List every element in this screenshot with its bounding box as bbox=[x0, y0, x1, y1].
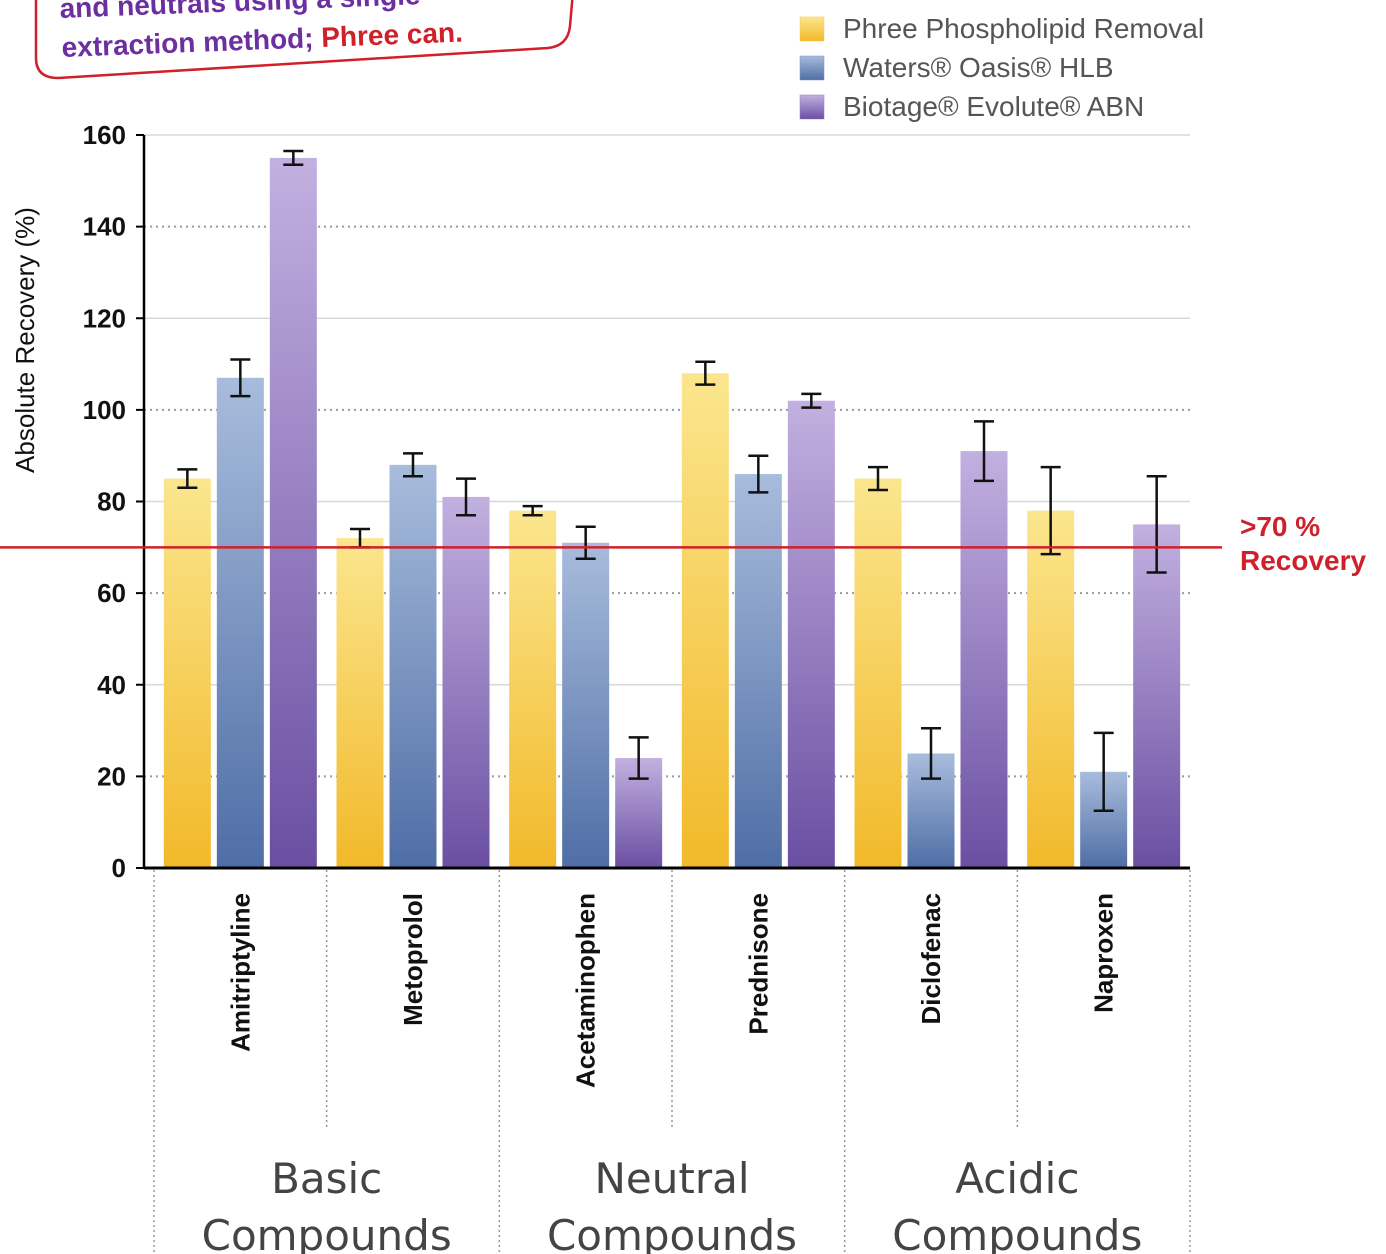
y-tick-label-40: 40 bbox=[97, 670, 126, 700]
error-bar-biotage-prednisone bbox=[801, 392, 822, 409]
category-dividers bbox=[153, 870, 1191, 1254]
error-bar-phree-naproxen bbox=[1040, 465, 1061, 556]
bar-phree-prednisone bbox=[681, 373, 729, 868]
bar-phree-acetaminophen bbox=[509, 510, 557, 868]
legend-label-phree: Phree Phospholipid Removal bbox=[843, 13, 1204, 44]
group-label-basic-line1: Basic bbox=[271, 1154, 382, 1203]
group-label-neutral-line1: Neutral bbox=[594, 1154, 749, 1203]
bar-biotage-diclofenac bbox=[960, 451, 1008, 868]
bar-waters-metoprolol bbox=[389, 464, 437, 868]
y-tick-label-60: 60 bbox=[97, 578, 126, 608]
category-label-naproxen: Naproxen bbox=[1089, 893, 1119, 1013]
error-bar-phree-acetaminophen bbox=[522, 504, 543, 517]
chart-gridlines bbox=[144, 134, 1190, 778]
category-label-prednisone: Prednisone bbox=[743, 893, 773, 1035]
y-axis-ticks: 0 20 40 60 80 100 120 140 160 bbox=[83, 120, 144, 883]
bar-phree-metoprolol bbox=[336, 538, 384, 868]
bar-phree-amitriptyline bbox=[163, 478, 211, 868]
category-label-amitriptyline: Amitriptyline bbox=[225, 893, 255, 1052]
category-label-acetaminophen: Acetaminophen bbox=[571, 893, 601, 1088]
y-tick-label-0: 0 bbox=[112, 853, 126, 883]
legend-swatch-phree bbox=[799, 16, 825, 42]
y-tick-label-80: 80 bbox=[97, 487, 126, 517]
error-bar-waters-amitriptyline bbox=[230, 358, 251, 398]
y-tick-label-120: 120 bbox=[83, 303, 126, 333]
bar-biotage-amitriptyline bbox=[269, 157, 317, 868]
error-bar-phree-diclofenac bbox=[868, 465, 888, 492]
bar-waters-prednisone bbox=[734, 474, 782, 868]
chart-legend: Phree Phospholipid Removal Waters® Oasis®… bbox=[799, 13, 1204, 122]
bar-waters-amitriptyline bbox=[216, 377, 264, 868]
error-bar-waters-metoprolol bbox=[403, 452, 423, 478]
threshold-label-value: >70 % bbox=[1240, 511, 1320, 542]
error-bar-biotage-diclofenac bbox=[974, 420, 994, 483]
group-label-acidic-line1: Acidic bbox=[955, 1154, 1079, 1203]
chart-bars bbox=[163, 157, 1181, 868]
error-bar-biotage-acetaminophen bbox=[628, 736, 649, 780]
error-bar-waters-acetaminophen bbox=[575, 525, 596, 561]
error-bar-biotage-naproxen bbox=[1146, 475, 1167, 574]
error-bar-phree-prednisone bbox=[695, 360, 716, 386]
threshold-group: >70 %Recovery bbox=[0, 511, 1367, 576]
bar-biotage-naproxen bbox=[1133, 524, 1181, 868]
y-tick-label-140: 140 bbox=[83, 212, 126, 242]
error-bar-biotage-amitriptyline bbox=[283, 149, 304, 167]
bar-phree-diclofenac bbox=[854, 478, 902, 868]
error-bar-waters-prednisone bbox=[748, 454, 769, 494]
group-label-acidic-line2: Compounds bbox=[892, 1211, 1142, 1254]
group-label-basic-line2: Compounds bbox=[202, 1211, 452, 1254]
bar-phree-naproxen bbox=[1027, 510, 1075, 868]
error-bar-waters-diclofenac bbox=[921, 727, 941, 780]
threshold-label-text: Recovery bbox=[1240, 545, 1367, 576]
callout-highlight: Phree can. bbox=[321, 17, 464, 53]
error-bar-waters-naproxen bbox=[1093, 731, 1114, 812]
legend-swatch-waters bbox=[799, 55, 825, 81]
y-axis-label: Absolute Recovery (%) bbox=[10, 207, 40, 473]
bar-biotage-prednisone bbox=[787, 400, 835, 868]
category-label-metoprolol: Metoprolol bbox=[398, 893, 428, 1026]
legend-swatch-biotage bbox=[799, 94, 825, 120]
y-tick-label-20: 20 bbox=[97, 761, 126, 791]
category-label-diclofenac: Diclofenac bbox=[916, 893, 946, 1025]
bar-waters-acetaminophen bbox=[562, 542, 610, 868]
legend-label-waters: Waters® Oasis® HLB bbox=[843, 52, 1114, 83]
chart-error-bars bbox=[177, 149, 1167, 812]
y-tick-label-160: 160 bbox=[83, 120, 126, 150]
category-labels: Amitriptyline Metoprolol Acetaminophen Pred… bbox=[225, 893, 1118, 1088]
callout-box: and neutrals using a single extraction m… bbox=[34, 0, 574, 80]
bar-biotage-metoprolol bbox=[442, 496, 490, 868]
group-labels: Basic Compounds Neutral Compounds Acidic Comp… bbox=[202, 1154, 1143, 1254]
legend-label-biotage: Biotage® Evolute® ABN bbox=[843, 91, 1144, 122]
error-bar-phree-amitriptyline bbox=[177, 468, 198, 490]
error-bar-biotage-metoprolol bbox=[456, 477, 476, 517]
group-label-neutral-line2: Compounds bbox=[547, 1211, 797, 1254]
y-tick-label-100: 100 bbox=[83, 395, 126, 425]
